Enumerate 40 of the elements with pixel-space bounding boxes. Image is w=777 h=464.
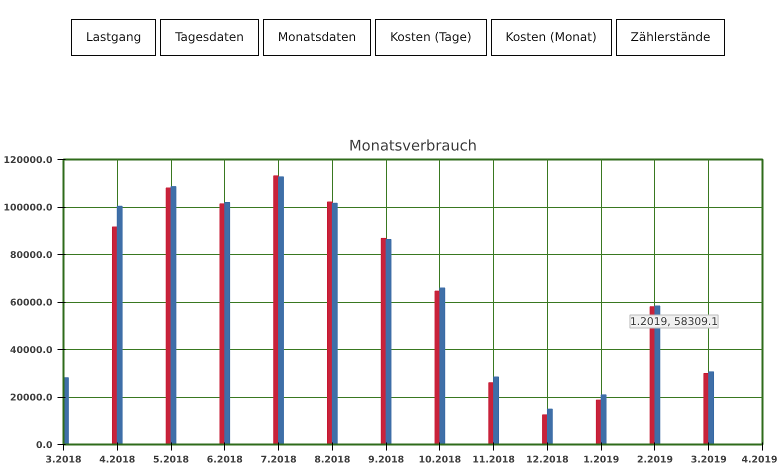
bar [224, 202, 230, 444]
text: Kosten (Tage) [375, 19, 487, 56]
x-tick-label: 9.2018 [368, 454, 404, 464]
y-tick-label: 100000.0 [4, 202, 54, 214]
x-tick-label: 12.2018 [526, 454, 569, 464]
x-tick-label: 3.2019 [690, 454, 727, 464]
y-tick-label: 0.0 [36, 440, 54, 451]
chart-title: Monatsverbrauch [349, 138, 477, 154]
text: Tagesdaten [160, 19, 259, 56]
x-tick-label: 2.2019 [636, 454, 673, 464]
y-tick-label: 80000.0 [10, 250, 54, 261]
x-tick-label: 10.2018 [418, 454, 462, 464]
x-tick-label: 4.2018 [99, 454, 136, 464]
y-tick-label: 40000.0 [10, 345, 54, 356]
annotation: 1.2019, 58309.1 [630, 315, 718, 328]
y-tick-label: 60000.0 [10, 298, 54, 308]
bar [708, 371, 714, 444]
x-tick-label: 5.2018 [153, 454, 190, 464]
bar [332, 202, 338, 444]
y-tick-label: 120000.0 [4, 155, 54, 166]
x-tick-label: 7.2018 [260, 454, 297, 464]
bar [116, 206, 123, 444]
x-tick-label: 4.2019 [742, 454, 777, 464]
x-tick-label: 11.2018 [472, 454, 515, 464]
bar [439, 287, 446, 444]
x-tick-label: 3.2018 [46, 454, 82, 464]
bar [493, 376, 499, 444]
text: Zählerstände [616, 19, 726, 56]
y-tick-label: 20000.0 [10, 392, 54, 404]
bar [600, 394, 607, 444]
bar [546, 408, 553, 444]
x-tick-label: 8.2018 [314, 454, 350, 464]
text: Monatsdaten [262, 19, 372, 56]
x-tick-label: 6.2018 [206, 454, 243, 464]
x-tick-label: 1.2019 [583, 454, 620, 464]
text: Kosten (Monat) [490, 19, 612, 56]
bar [278, 176, 284, 444]
text: Lastgang [71, 19, 156, 56]
bar [386, 239, 392, 444]
bar [170, 186, 176, 444]
